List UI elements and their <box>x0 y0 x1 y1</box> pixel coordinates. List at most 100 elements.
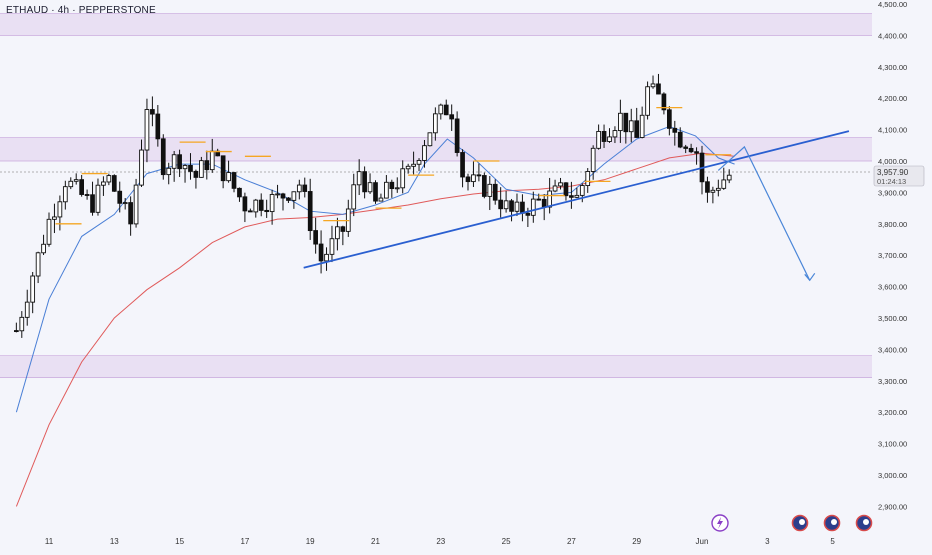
supply-demand-zone[interactable] <box>0 355 872 378</box>
candle-body[interactable] <box>84 194 90 196</box>
candle-body[interactable] <box>487 183 493 197</box>
candle-body[interactable] <box>204 160 210 171</box>
candle-body[interactable] <box>514 201 520 212</box>
candle-body[interactable] <box>19 316 25 332</box>
candle-body[interactable] <box>177 154 182 170</box>
candle-body[interactable] <box>160 138 166 176</box>
candle-body[interactable] <box>530 198 536 216</box>
candle-body[interactable] <box>405 165 411 170</box>
candle-body[interactable] <box>705 181 710 193</box>
candle-body[interactable] <box>634 120 640 138</box>
candle-body[interactable] <box>318 243 324 262</box>
candle-body[interactable] <box>150 109 155 115</box>
candle-body[interactable] <box>590 147 596 172</box>
candle-body[interactable] <box>677 131 683 148</box>
candle-body[interactable] <box>237 187 242 198</box>
candle-body[interactable] <box>639 114 645 138</box>
candle-body[interactable] <box>242 196 248 212</box>
candle-body[interactable] <box>721 179 727 189</box>
candle-body[interactable] <box>128 202 133 225</box>
candle-body[interactable] <box>585 171 591 186</box>
candle-body[interactable] <box>313 230 318 245</box>
candle-body[interactable] <box>117 190 123 204</box>
candle-body[interactable] <box>688 147 694 153</box>
candle-body[interactable] <box>558 182 563 187</box>
candle-body[interactable] <box>656 83 661 95</box>
candle-body[interactable] <box>133 184 139 225</box>
candle-body[interactable] <box>520 201 525 214</box>
candle-body[interactable] <box>52 216 57 220</box>
candle-body[interactable] <box>182 164 188 170</box>
candle-body[interactable] <box>90 194 95 213</box>
candle-body[interactable] <box>384 181 389 199</box>
candle-body[interactable] <box>209 150 215 171</box>
candle-body[interactable] <box>291 191 297 201</box>
time-axis-panel[interactable] <box>0 530 932 550</box>
candle-body[interactable] <box>694 151 699 154</box>
candle-body[interactable] <box>389 181 395 190</box>
candle-body[interactable] <box>95 184 101 213</box>
economic-event-icon[interactable] <box>855 514 873 532</box>
candle-body[interactable] <box>122 202 128 205</box>
candle-body[interactable] <box>362 171 367 193</box>
candle-body[interactable] <box>471 174 476 183</box>
candle-body[interactable] <box>492 183 498 201</box>
candle-body[interactable] <box>569 195 574 198</box>
candle-body[interactable] <box>536 198 542 201</box>
candle-body[interactable] <box>79 179 84 195</box>
candle-body[interactable] <box>661 93 667 111</box>
candle-body[interactable] <box>41 243 46 254</box>
candle-body[interactable] <box>373 182 378 202</box>
candle-body[interactable] <box>367 182 373 193</box>
candle-body[interactable] <box>503 200 509 210</box>
candle-body[interactable] <box>351 184 357 210</box>
candle-body[interactable] <box>101 181 106 186</box>
candle-body[interactable] <box>726 174 732 181</box>
candle-body[interactable] <box>400 168 406 189</box>
candle-body[interactable] <box>416 159 422 165</box>
candle-body[interactable] <box>335 226 340 240</box>
candle-body[interactable] <box>443 104 449 116</box>
candle-body[interactable] <box>275 193 280 196</box>
price-axis-panel[interactable] <box>872 0 932 550</box>
candle-body[interactable] <box>286 197 291 201</box>
rising-trendline[interactable] <box>303 130 850 269</box>
candle-body[interactable] <box>601 130 607 142</box>
candle-body[interactable] <box>253 199 259 213</box>
candle-body[interactable] <box>264 209 270 213</box>
candle-body[interactable] <box>166 167 172 176</box>
candle-body[interactable] <box>199 160 204 178</box>
candle-body[interactable] <box>296 184 302 193</box>
candle-body[interactable] <box>650 83 656 88</box>
candle-body[interactable] <box>324 253 329 262</box>
candle-body[interactable] <box>302 184 308 192</box>
candle-body[interactable] <box>329 238 335 255</box>
economic-event-icon[interactable] <box>791 514 809 532</box>
candle-body[interactable] <box>498 199 504 210</box>
supply-demand-zone[interactable] <box>0 13 872 36</box>
candle-body[interactable] <box>579 185 585 196</box>
candle-body[interactable] <box>460 152 465 178</box>
candle-body[interactable] <box>13 330 19 333</box>
candle-body[interactable] <box>623 112 629 133</box>
candle-body[interactable] <box>378 197 384 202</box>
candle-body[interactable] <box>231 172 237 189</box>
candle-body[interactable] <box>68 180 74 188</box>
candle-body[interactable] <box>427 132 433 147</box>
candle-body[interactable] <box>24 301 30 318</box>
symbol-header[interactable]: ETHAUD · 4h · PEPPERSTONE <box>6 5 156 16</box>
candle-body[interactable] <box>683 146 689 149</box>
candle-body[interactable] <box>394 187 400 190</box>
candle-body[interactable] <box>628 120 634 133</box>
candle-body[interactable] <box>258 199 264 211</box>
candle-body[interactable] <box>139 149 144 186</box>
candle-body[interactable] <box>269 194 275 213</box>
candle-body[interactable] <box>356 171 362 186</box>
projection-path[interactable] <box>717 145 811 281</box>
candle-body[interactable] <box>710 189 716 193</box>
economic-event-icon[interactable] <box>823 514 841 532</box>
candle-body[interactable] <box>645 86 650 116</box>
candle-body[interactable] <box>35 252 41 277</box>
candle-body[interactable] <box>193 170 199 178</box>
candle-body[interactable] <box>30 275 36 303</box>
